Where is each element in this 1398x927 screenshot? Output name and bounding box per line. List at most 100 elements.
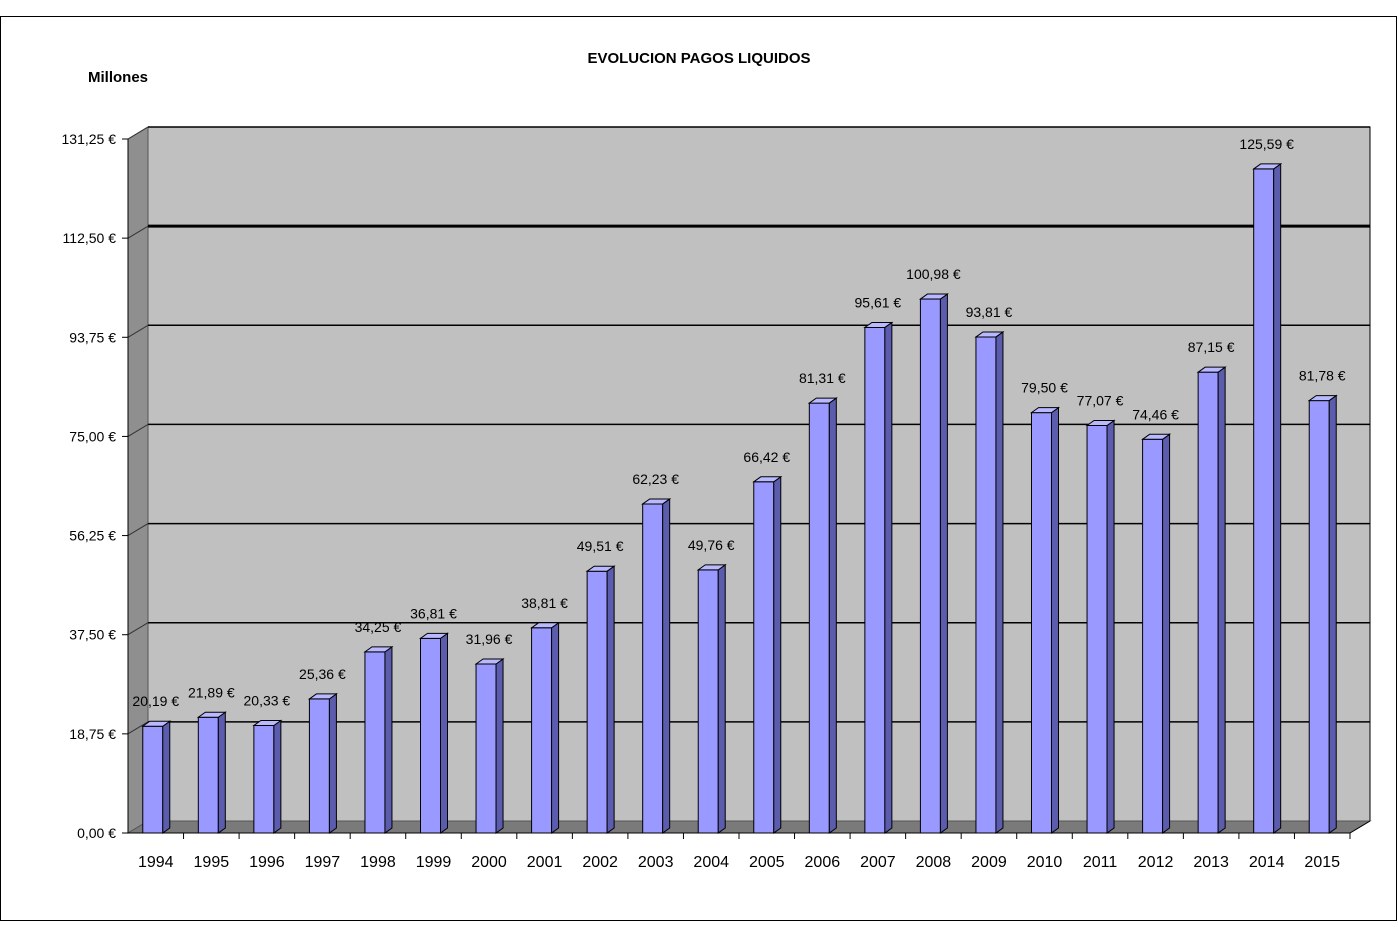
bar-top	[696, 564, 727, 571]
data-label: 87,15 €	[1188, 339, 1235, 355]
y-tick-label: 93,75 €	[69, 329, 116, 345]
bar-top	[1029, 407, 1061, 414]
bar	[586, 570, 608, 834]
bar-side	[1328, 394, 1337, 834]
x-tick-label: 2007	[860, 854, 896, 871]
bar	[531, 627, 553, 834]
bar-top	[1085, 419, 1116, 426]
bar-side	[328, 692, 337, 834]
bar-top	[1252, 163, 1283, 170]
y-tick-label: 75,00 €	[69, 428, 116, 444]
x-tick-label: 2013	[1193, 854, 1229, 871]
data-label: 79,50 €	[1021, 380, 1068, 396]
bar-side	[1106, 419, 1115, 834]
bar-group	[418, 632, 450, 834]
x-tick-label: 2006	[805, 854, 841, 871]
bar-top	[141, 720, 172, 727]
bar	[197, 716, 219, 834]
data-label: 31,96 €	[466, 631, 513, 647]
bar-side	[939, 293, 948, 834]
bar-top	[363, 646, 394, 653]
data-label: 49,51 €	[577, 538, 624, 554]
x-tick-label: 1999	[416, 854, 452, 871]
bar-side	[717, 563, 726, 834]
bar-side	[606, 565, 615, 834]
x-tick-label: 1997	[305, 854, 341, 871]
x-tick-label: 2004	[693, 854, 729, 871]
bar-top	[918, 293, 949, 300]
data-label: 20,19 €	[132, 693, 179, 709]
chart-title: EVOLUCION PAGOS LIQUIDOS	[587, 50, 811, 67]
bar-side	[384, 645, 393, 834]
bar-group	[1029, 406, 1061, 834]
y-tick-label: 131,25 €	[62, 131, 117, 147]
bar	[642, 503, 664, 834]
bar-top	[1141, 433, 1172, 440]
bar-top	[585, 565, 616, 572]
x-tick-label: 2001	[527, 854, 563, 871]
bar-top	[530, 622, 561, 629]
bar	[753, 481, 775, 834]
bar-top	[307, 693, 338, 700]
bar	[1308, 400, 1330, 834]
x-tick-label: 2008	[916, 854, 952, 871]
bar-top	[863, 321, 894, 328]
bar	[420, 637, 441, 834]
bar	[1031, 412, 1052, 834]
bar-group	[307, 692, 338, 834]
bar-group	[363, 645, 394, 834]
bar-side	[273, 719, 282, 834]
bar-group	[585, 565, 616, 834]
bar-top	[252, 720, 283, 727]
x-tick-label: 1995	[194, 854, 230, 871]
bar-group	[641, 497, 672, 834]
y-tick-label: 37,50 €	[69, 627, 116, 643]
bar	[253, 725, 275, 834]
y-tick-label: 56,25 €	[69, 528, 116, 544]
bar-group	[1141, 433, 1172, 834]
x-tick-label: 2009	[971, 854, 1007, 871]
bar-group	[252, 719, 283, 834]
bar-top	[474, 658, 505, 665]
bar-top	[807, 397, 838, 404]
data-label: 95,61 €	[855, 294, 902, 310]
bar	[364, 651, 386, 834]
bar-top	[1196, 366, 1227, 373]
bar-top	[418, 632, 450, 639]
unit-label: Millones	[88, 69, 149, 86]
gridline-side	[127, 622, 149, 636]
data-label: 81,78 €	[1299, 368, 1346, 384]
bar-side	[828, 397, 837, 834]
x-tick-label: 2015	[1304, 854, 1340, 871]
x-tick-label: 1998	[360, 854, 396, 871]
gridline-side	[127, 423, 149, 437]
data-label: 49,76 €	[688, 537, 735, 553]
gridline-side	[127, 721, 149, 735]
bar-group	[807, 397, 838, 834]
bar	[919, 298, 941, 834]
x-tick-label: 2011	[1083, 854, 1118, 871]
bar-group	[974, 330, 1005, 834]
bar-top	[752, 476, 783, 483]
bar	[864, 326, 886, 834]
y-tick-label: 0,00 €	[77, 825, 116, 841]
bar-group	[474, 658, 505, 834]
bar-side	[217, 711, 226, 834]
bar	[1197, 371, 1219, 834]
bar-top	[974, 331, 1005, 338]
bar	[697, 569, 719, 834]
data-label: 66,42 €	[743, 449, 790, 465]
bar-group	[918, 293, 949, 834]
gridline-side	[127, 523, 149, 537]
data-label: 21,89 €	[188, 684, 235, 700]
gridline-side	[127, 225, 149, 239]
bar	[308, 698, 330, 834]
x-tick-label: 2010	[1027, 854, 1063, 871]
bar-side	[1162, 433, 1171, 834]
bar-top	[1307, 395, 1338, 402]
bar-side	[662, 497, 671, 834]
data-label: 20,33 €	[244, 693, 291, 709]
data-label: 125,59 €	[1239, 136, 1294, 152]
x-tick-label: 2012	[1138, 854, 1174, 871]
